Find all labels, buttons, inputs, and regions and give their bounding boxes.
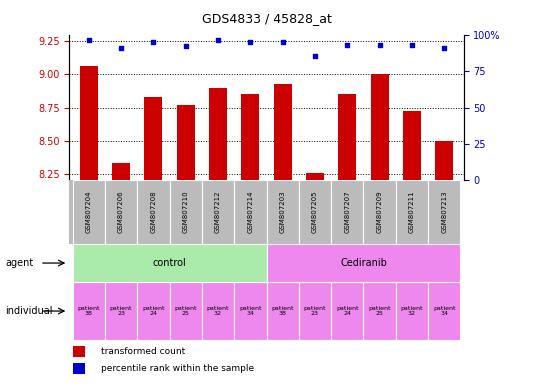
Point [343, 42, 352, 48]
Bar [274, 84, 292, 180]
Bar [435, 141, 453, 180]
Bar [72, 282, 105, 340]
Text: GSM807210: GSM807210 [183, 191, 189, 233]
Bar [403, 111, 421, 180]
Point [375, 42, 384, 48]
Point [84, 37, 93, 43]
Text: GSM807208: GSM807208 [150, 191, 156, 233]
Bar [331, 180, 364, 244]
Bar [306, 172, 324, 180]
Bar [80, 66, 98, 180]
Bar [202, 282, 234, 340]
Bar [144, 97, 162, 180]
Bar [169, 180, 202, 244]
Text: GSM807207: GSM807207 [344, 191, 350, 233]
Text: patient
23: patient 23 [110, 306, 132, 316]
Bar [112, 163, 130, 180]
Bar [169, 282, 202, 340]
Bar [266, 282, 299, 340]
Text: patient
32: patient 32 [401, 306, 423, 316]
Bar [266, 244, 461, 282]
Bar [73, 363, 85, 374]
Point [246, 39, 255, 45]
Bar [202, 180, 234, 244]
Text: GSM807209: GSM807209 [377, 191, 383, 233]
Text: patient
34: patient 34 [239, 306, 262, 316]
Bar [234, 282, 266, 340]
Bar [105, 282, 137, 340]
Point [117, 45, 125, 51]
Bar [299, 282, 331, 340]
Text: GSM807206: GSM807206 [118, 191, 124, 233]
Text: GDS4833 / 45828_at: GDS4833 / 45828_at [201, 12, 332, 25]
Bar [396, 180, 428, 244]
Bar [73, 346, 85, 357]
Point [149, 39, 158, 45]
Point [408, 42, 416, 48]
Bar [266, 180, 299, 244]
Text: GSM807204: GSM807204 [86, 191, 92, 233]
Bar [234, 180, 266, 244]
Text: patient
24: patient 24 [336, 306, 359, 316]
Bar [241, 94, 259, 180]
Bar [428, 180, 461, 244]
Text: GSM807203: GSM807203 [280, 191, 286, 233]
Text: transformed count: transformed count [101, 347, 185, 356]
Text: Cediranib: Cediranib [340, 258, 387, 268]
Bar [331, 282, 364, 340]
Text: patient
25: patient 25 [174, 306, 197, 316]
Bar [299, 180, 331, 244]
Bar [371, 74, 389, 180]
Bar [428, 282, 461, 340]
Point [278, 39, 287, 45]
Bar [72, 180, 105, 244]
Text: GSM807211: GSM807211 [409, 191, 415, 233]
Text: patient
38: patient 38 [271, 306, 294, 316]
Bar [137, 180, 169, 244]
Bar [177, 105, 195, 180]
Bar [137, 282, 169, 340]
Text: patient
25: patient 25 [368, 306, 391, 316]
Point [181, 43, 190, 49]
Point [440, 45, 449, 51]
Bar [209, 88, 227, 180]
Bar [364, 282, 396, 340]
Text: patient
34: patient 34 [433, 306, 456, 316]
Text: GSM807214: GSM807214 [247, 191, 253, 233]
Text: GSM807213: GSM807213 [441, 191, 447, 233]
Bar [105, 180, 137, 244]
Point [311, 53, 319, 60]
Text: patient
23: patient 23 [304, 306, 326, 316]
Text: GSM807205: GSM807205 [312, 191, 318, 233]
Text: patient
38: patient 38 [77, 306, 100, 316]
Text: patient
32: patient 32 [207, 306, 229, 316]
Text: control: control [152, 258, 187, 268]
Bar [396, 282, 428, 340]
Text: GSM807212: GSM807212 [215, 191, 221, 233]
Bar [364, 180, 396, 244]
Bar [338, 94, 356, 180]
Text: agent: agent [5, 258, 34, 268]
Text: percentile rank within the sample: percentile rank within the sample [101, 364, 254, 373]
Point [214, 37, 222, 43]
Text: patient
24: patient 24 [142, 306, 165, 316]
Text: individual: individual [5, 306, 53, 316]
Bar [72, 244, 266, 282]
